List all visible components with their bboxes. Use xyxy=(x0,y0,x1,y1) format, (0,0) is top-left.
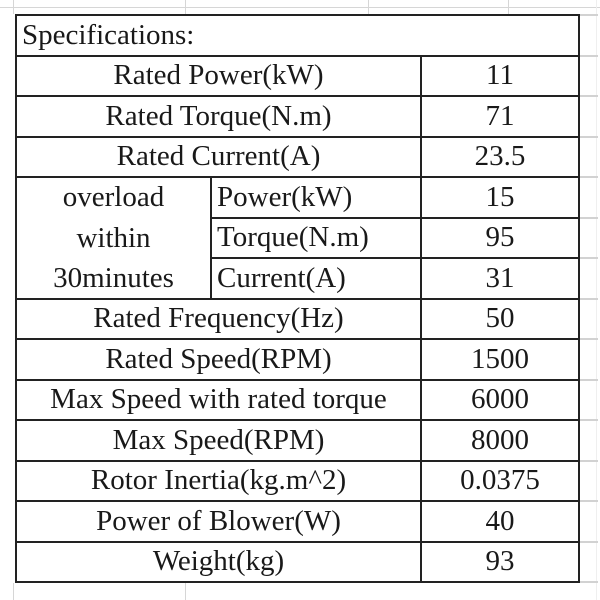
spec-label-cell: Weight(kg) xyxy=(17,542,420,581)
spec-label-cell: Max Speed with rated torque xyxy=(17,380,420,419)
spec-label-cell: Rotor Inertia(kg.m^2) xyxy=(17,461,420,500)
spec-label-cell: Rated Power(kW) xyxy=(17,56,420,95)
faint-gridline-stub xyxy=(508,0,509,14)
faint-gridline-top xyxy=(0,7,600,8)
spec-value-cell: 11 xyxy=(422,56,578,95)
grid-tick xyxy=(580,500,598,502)
spec-value-cell: 15 xyxy=(422,178,578,217)
spec-value-cell: 50 xyxy=(422,299,578,338)
grid-tick xyxy=(580,257,598,259)
overload-sub-label-cell: Power(kW) xyxy=(212,178,420,217)
faint-gridline-stub xyxy=(185,0,186,14)
faint-gridline-right xyxy=(596,0,597,600)
overload-merged-cell: overload within 30minutes xyxy=(17,178,210,298)
spec-label-cell: Power of Blower(W) xyxy=(17,502,420,541)
spec-label-cell: Rated Current(A) xyxy=(17,137,420,176)
overload-line: overload xyxy=(62,181,165,213)
spec-value-cell: 93 xyxy=(422,542,578,581)
grid-tick xyxy=(580,216,598,219)
spec-value-cell: 95 xyxy=(422,218,578,257)
grid-tick xyxy=(580,581,598,583)
grid-tick xyxy=(580,54,598,57)
spec-value-cell: 1500 xyxy=(422,340,578,379)
faint-gridline-stub xyxy=(185,583,186,600)
faint-gridline-stub xyxy=(13,583,14,600)
faint-gridline-stub xyxy=(13,0,14,14)
grid-tick xyxy=(580,176,598,178)
grid-tick xyxy=(580,297,598,300)
spec-label-cell: Rated Torque(N.m) xyxy=(17,97,420,136)
specifications-table: Specifications: Rated Power(kW) 11 Rated… xyxy=(15,14,580,583)
spec-label-cell: Rated Speed(RPM) xyxy=(17,340,420,379)
grid-tick xyxy=(580,14,598,16)
overload-line: within xyxy=(76,221,151,254)
overload-line: 30minutes xyxy=(53,262,174,294)
grid-tick xyxy=(580,135,598,138)
spec-value-cell: 31 xyxy=(422,259,578,298)
spec-value-cell: 8000 xyxy=(422,421,578,460)
spec-value-cell: 6000 xyxy=(422,380,578,419)
spec-value-cell: 0.0375 xyxy=(422,461,578,500)
spec-value-cell: 71 xyxy=(422,97,578,136)
overload-sub-label-cell: Current(A) xyxy=(212,259,420,298)
grid-tick xyxy=(580,459,598,462)
grid-tick xyxy=(580,419,598,421)
spec-value-cell: 40 xyxy=(422,502,578,541)
grid-tick xyxy=(580,338,598,340)
faint-gridline-stub xyxy=(368,0,369,14)
grid-tick xyxy=(580,95,598,97)
spec-label-cell: Rated Frequency(Hz) xyxy=(17,299,420,338)
spec-value-cell: 23.5 xyxy=(422,137,578,176)
grid-tick xyxy=(580,540,598,543)
spec-label-cell: Max Speed(RPM) xyxy=(17,421,420,460)
table-title-cell: Specifications: xyxy=(17,16,578,55)
grid-tick xyxy=(580,378,598,381)
overload-sub-label-cell: Torque(N.m) xyxy=(212,218,420,257)
